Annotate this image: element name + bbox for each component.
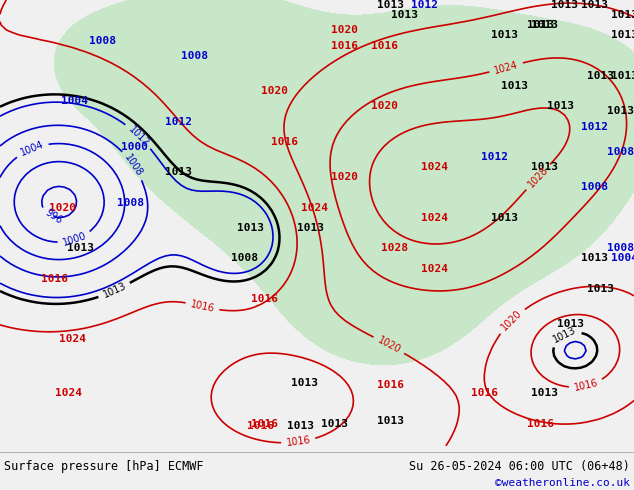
Text: 1016: 1016 [472, 388, 498, 398]
Text: 996: 996 [43, 207, 63, 226]
Text: 1016: 1016 [372, 41, 399, 50]
Text: 1008: 1008 [231, 253, 259, 264]
Text: 1008: 1008 [607, 147, 633, 157]
Text: 1016: 1016 [252, 294, 278, 304]
Text: 1004: 1004 [19, 140, 45, 158]
Text: 1024: 1024 [302, 203, 328, 213]
Text: 1008: 1008 [122, 152, 144, 178]
Text: 1020: 1020 [372, 101, 399, 111]
Text: 1013: 1013 [377, 0, 403, 10]
Text: 1013: 1013 [612, 30, 634, 41]
Text: 1004: 1004 [612, 253, 634, 264]
Text: 1024: 1024 [422, 213, 448, 223]
Text: 1016: 1016 [271, 137, 299, 147]
Text: 1008: 1008 [181, 51, 209, 61]
Text: 1013: 1013 [531, 21, 559, 30]
Text: 1020: 1020 [500, 308, 524, 333]
Text: 1013: 1013 [236, 223, 264, 233]
Text: 1024: 1024 [493, 59, 519, 75]
Text: 1013: 1013 [491, 213, 519, 223]
Text: 1016: 1016 [573, 378, 599, 393]
Text: 1016: 1016 [285, 435, 311, 448]
Text: 1020: 1020 [376, 335, 402, 355]
Text: 1020: 1020 [261, 86, 288, 96]
Text: Su 26-05-2024 06:00 UTC (06+48): Su 26-05-2024 06:00 UTC (06+48) [409, 460, 630, 473]
Text: 1008: 1008 [607, 244, 633, 253]
Text: 1013: 1013 [581, 0, 609, 10]
Text: 1013: 1013 [501, 81, 529, 91]
Text: 1012: 1012 [581, 122, 609, 132]
Text: 1016: 1016 [377, 380, 403, 390]
Text: ©weatheronline.co.uk: ©weatheronline.co.uk [495, 478, 630, 488]
Text: 1013: 1013 [321, 418, 349, 429]
Text: 1013: 1013 [287, 420, 313, 431]
Text: 1024: 1024 [58, 335, 86, 344]
Text: 1024: 1024 [422, 264, 448, 273]
Text: 1000: 1000 [122, 142, 148, 152]
Text: 1012: 1012 [481, 152, 508, 162]
Text: 1020: 1020 [332, 172, 358, 182]
Text: 1012: 1012 [411, 0, 439, 10]
Text: 1013: 1013 [552, 0, 578, 10]
Text: 1016: 1016 [332, 41, 358, 50]
Text: 1020: 1020 [48, 203, 75, 213]
Text: 1028: 1028 [382, 244, 408, 253]
Text: 1016: 1016 [252, 418, 278, 429]
Text: 1013: 1013 [531, 162, 559, 172]
Text: 1013: 1013 [581, 253, 609, 264]
Text: 1012: 1012 [164, 117, 191, 126]
Text: Surface pressure [hPa] ECMWF: Surface pressure [hPa] ECMWF [4, 460, 204, 473]
Text: 1008: 1008 [89, 36, 115, 46]
Text: 1016: 1016 [526, 418, 553, 429]
Text: 1013: 1013 [557, 319, 583, 329]
Text: 1013: 1013 [292, 378, 318, 388]
Text: 1000: 1000 [61, 231, 87, 248]
Text: 1013: 1013 [547, 101, 574, 111]
Text: 1013: 1013 [552, 325, 578, 345]
Text: 1013: 1013 [377, 416, 403, 425]
Text: 1013: 1013 [531, 388, 559, 398]
Text: 1013: 1013 [586, 284, 614, 294]
Text: 1016: 1016 [41, 274, 68, 284]
Text: 1004: 1004 [61, 97, 89, 106]
Text: 1008: 1008 [117, 197, 143, 208]
Text: 1008: 1008 [581, 182, 609, 193]
Text: 1016: 1016 [247, 420, 273, 431]
Text: 1013: 1013 [164, 167, 191, 177]
Text: 1024: 1024 [55, 388, 82, 398]
Text: 1012: 1012 [126, 124, 151, 148]
Text: 1013: 1013 [297, 223, 323, 233]
Text: 1013: 1013 [67, 244, 93, 253]
Text: 1013: 1013 [612, 71, 634, 81]
Text: 1028: 1028 [526, 165, 550, 189]
Text: 1016: 1016 [190, 299, 216, 314]
Text: 1020: 1020 [332, 25, 358, 35]
Text: 1013: 1013 [491, 30, 519, 41]
Text: 1013: 1013 [526, 21, 553, 30]
Text: 1013: 1013 [392, 10, 418, 20]
Text: 1013: 1013 [607, 106, 633, 117]
Text: 1013: 1013 [586, 71, 614, 81]
Text: 1024: 1024 [422, 162, 448, 172]
Text: 1013: 1013 [101, 281, 127, 300]
Text: 1013: 1013 [612, 10, 634, 20]
